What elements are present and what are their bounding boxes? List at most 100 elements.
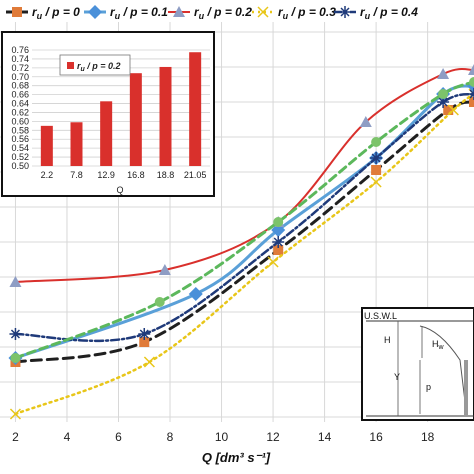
inset-y-tick-label: 0.68	[11, 81, 29, 91]
y-label: Y	[394, 372, 400, 382]
inset-y-tick-label: 0.72	[11, 63, 29, 73]
p-label: p	[426, 382, 431, 392]
inset-x-tick-label: 7.8	[70, 170, 83, 180]
inset-legend-box	[59, 54, 131, 76]
inset-bar	[70, 122, 83, 166]
x-axis-label: Q [dm³ s⁻¹]	[202, 450, 271, 465]
h-label: H	[384, 335, 391, 345]
legend-label: ru / p = 0	[32, 5, 80, 21]
data-point	[371, 165, 382, 175]
inset-y-tick-label: 0.66	[11, 90, 29, 100]
legend-swatch-marker	[88, 5, 102, 19]
x-tick-label: 6	[115, 430, 122, 444]
series-4	[9, 88, 474, 343]
data-point	[438, 89, 449, 99]
series-5	[10, 77, 474, 363]
inset-bar	[159, 66, 172, 166]
data-point	[139, 337, 150, 347]
data-point	[370, 152, 383, 164]
data-point	[371, 137, 382, 147]
data-point	[273, 217, 284, 227]
hw-label: Hw	[432, 339, 445, 351]
inset-bars	[40, 52, 202, 166]
inset-y-tick-label: 0.62	[11, 107, 29, 117]
legend-swatch-marker	[339, 6, 351, 18]
inset-x-tick-label: 18.8	[157, 170, 175, 180]
schematic-frame	[361, 307, 474, 421]
data-point	[272, 236, 285, 248]
uswl-label: U.S.W.L	[364, 311, 397, 321]
data-point	[273, 245, 284, 255]
inset-legend-swatch	[67, 62, 74, 69]
data-point	[188, 287, 203, 301]
data-point	[267, 256, 279, 268]
legend-item: ru / p = 0.3	[252, 5, 336, 21]
inset-y-tick-label: 0.56	[11, 134, 29, 144]
data-point	[437, 68, 450, 79]
inset-x-tick-labels: 2.2 7.8 12.9 16.8 18.8 21.05	[41, 170, 207, 180]
data-point	[437, 96, 450, 108]
inset-y-tick-label: 0.74	[11, 54, 29, 64]
legend-item: ru / p = 0.2	[168, 5, 252, 21]
data-point	[138, 328, 151, 340]
inset-y-tick-label: 0.54	[11, 143, 29, 153]
x-tick-label: 18	[421, 430, 435, 444]
data-point	[9, 408, 21, 420]
data-point	[143, 356, 155, 368]
legend-label: ru / p = 0.4	[360, 5, 418, 21]
x-tick-label: 16	[369, 430, 383, 444]
x-tick-label: 14	[318, 430, 332, 444]
inset-bar	[40, 125, 53, 166]
inset-y-tick-labels: 0.500.520.540.560.580.600.620.640.660.68…	[11, 45, 29, 171]
legend-swatch-marker	[173, 6, 185, 17]
data-point	[154, 297, 165, 307]
inset-y-tick-label: 0.60	[11, 116, 29, 126]
inset-y-tick-label: 0.70	[11, 72, 29, 82]
legend-swatch-marker	[12, 7, 22, 17]
legend-label: ru / p = 0.3	[278, 5, 336, 21]
series-layer	[8, 64, 474, 420]
inset-x-tick-label: 12.9	[97, 170, 115, 180]
data-point	[370, 176, 382, 188]
data-point	[468, 64, 474, 75]
x-tick-label: 12	[266, 430, 280, 444]
weir-plate	[464, 360, 468, 416]
data-point	[447, 104, 459, 116]
data-point	[359, 116, 372, 127]
inset-y-tick-label: 0.58	[11, 125, 29, 135]
inset-y-tick-label: 0.52	[11, 152, 29, 162]
data-point	[469, 77, 474, 87]
x-tick-label: 2	[12, 430, 19, 444]
x-tick-labels: 2 4 6 8 10 12 14 16 18	[12, 430, 435, 444]
inset-y-tick-label: 0.50	[11, 161, 29, 171]
inset-x-tick-label: 2.2	[41, 170, 54, 180]
x-tick-label: 8	[167, 430, 174, 444]
weir-schematic: U.S.W.L H Hw Y p	[361, 307, 474, 421]
inset-bar	[100, 101, 113, 166]
x-tick-label: 10	[215, 430, 229, 444]
inset-y-tick-label: 0.64	[11, 99, 29, 109]
data-point	[469, 97, 474, 107]
series-line	[14, 92, 474, 416]
inset-legend: ru / p = 0.2	[59, 54, 131, 76]
data-point	[9, 276, 22, 287]
legend-swatch-marker	[257, 6, 269, 18]
inset-y-tick-label: 0.76	[11, 45, 29, 55]
inset-legend-label: ru / p = 0.2	[77, 61, 121, 73]
inset-bar-chart: 0.500.520.540.560.580.600.620.640.660.68…	[1, 31, 215, 197]
inset-x-axis-label: Q	[116, 185, 123, 195]
data-point	[9, 328, 22, 340]
inset-x-tick-label: 21.05	[184, 170, 207, 180]
x-tick-label: 4	[64, 430, 71, 444]
inset-x-tick-label: 16.8	[127, 170, 145, 180]
legend-item: ru / p = 0.1	[84, 5, 168, 21]
inset-bar	[189, 52, 202, 166]
data-point	[10, 353, 21, 363]
legend-item: ru / p = 0	[6, 5, 80, 21]
nappe-curve	[419, 325, 467, 411]
data-point	[158, 264, 171, 275]
legend-label: ru / p = 0.2	[194, 5, 252, 21]
inset-bar	[129, 73, 142, 166]
legend-label: ru / p = 0.1	[110, 5, 168, 21]
